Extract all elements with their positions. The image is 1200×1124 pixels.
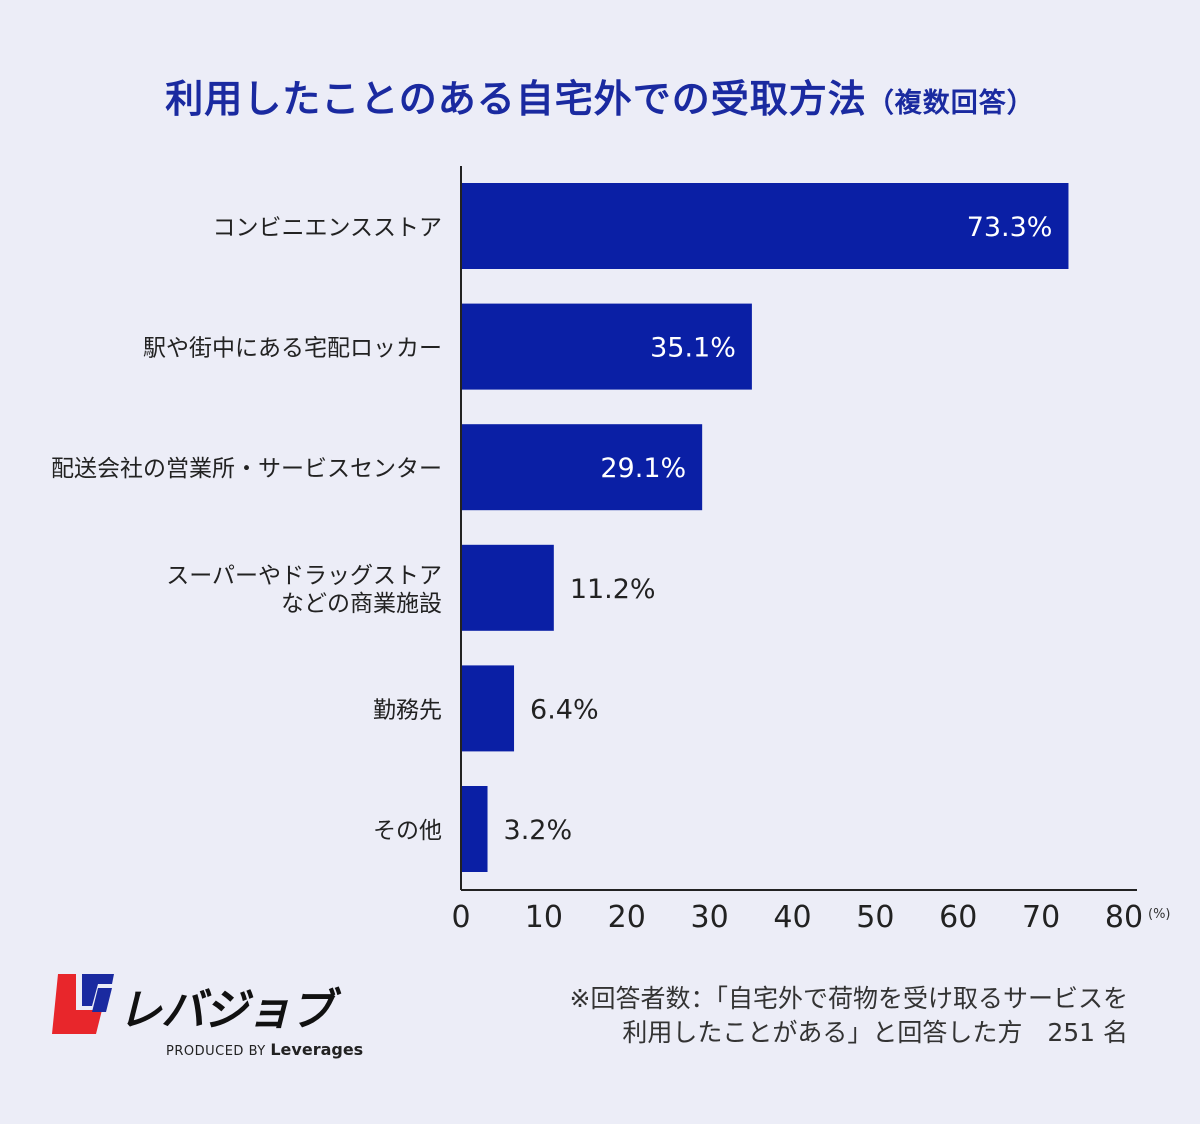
category-label: 勤務先: [373, 697, 442, 723]
x-tick-label: 40: [773, 900, 811, 935]
bar-value-label: 29.1%: [600, 453, 686, 484]
x-tick-label: 60: [939, 900, 977, 935]
leverages-logo: レバジョブ PRODUCED BY Leverages: [52, 972, 363, 1062]
footnote-line-1: ※回答者数：「自宅外で荷物を受け取るサービスを: [569, 984, 1128, 1013]
category-label: などの商業施設: [281, 591, 442, 617]
chart-labels: 73.3% コンビニエンスストア 35.1% 駅や街中にある宅配ロッカー 29.1% 配送…: [51, 212, 1052, 846]
category-label: コンビニエンスストア: [212, 215, 442, 241]
bar: [461, 303, 752, 390]
logo-text: レバジョブ: [118, 985, 334, 1036]
footnote: ※回答者数：「自宅外で荷物を受け取るサービスを 利用したことがある」と回答した方…: [570, 982, 1128, 1050]
x-tick-label: 10: [525, 900, 563, 935]
x-unit-label: (%): [1148, 907, 1171, 922]
bar: [461, 544, 554, 631]
bar-value-label: 6.4%: [530, 694, 599, 725]
logo-produced-by: PRODUCED BY Leverages: [166, 1040, 363, 1059]
bar-chart: 73.3% コンビニエンスストア 35.1% 駅や街中にある宅配ロッカー 29.1% 配送…: [51, 166, 1171, 935]
logo-mark-icon: [52, 974, 114, 1034]
category-label: 駅や街中にある宅配ロッカー: [143, 336, 442, 362]
category-label: その他: [373, 818, 442, 844]
x-tick-label: 80: [1105, 900, 1143, 935]
footnote-line-2: 利用したことがある」と回答した方 251 名: [622, 1018, 1128, 1047]
bar-value-label: 73.3%: [967, 212, 1053, 243]
bar: [461, 665, 515, 752]
chart-title: 利用したことのある自宅外での受取方法（複数回答）: [0, 68, 1200, 123]
logo-produced-label: PRODUCED BY: [166, 1044, 266, 1059]
bar-value-label: 11.2%: [570, 574, 656, 605]
chart-bars: [461, 183, 1069, 872]
logo-brand: Leverages: [270, 1040, 364, 1059]
x-tick-label: 50: [856, 900, 894, 935]
chart-title-main: 利用したことのある自宅外での受取方法: [165, 77, 867, 121]
category-label: 配送会社の営業所・サービスセンター: [51, 456, 442, 482]
bar: [461, 424, 703, 511]
x-tick-label: 30: [691, 900, 729, 935]
bar: [461, 786, 488, 872]
x-tick-label: 0: [451, 900, 470, 935]
x-tick-label: 70: [1022, 900, 1060, 935]
chart-title-sub: （複数回答）: [866, 88, 1035, 119]
x-tick-label: 20: [608, 900, 646, 935]
bar-value-label: 3.2%: [504, 815, 573, 846]
bar-value-label: 35.1%: [650, 333, 736, 364]
bar: [461, 183, 1069, 269]
category-label: スーパーやドラッグストア: [166, 563, 442, 589]
chart-axes: 0 10 20 30 40 50 60 70 80 (%): [451, 166, 1171, 935]
